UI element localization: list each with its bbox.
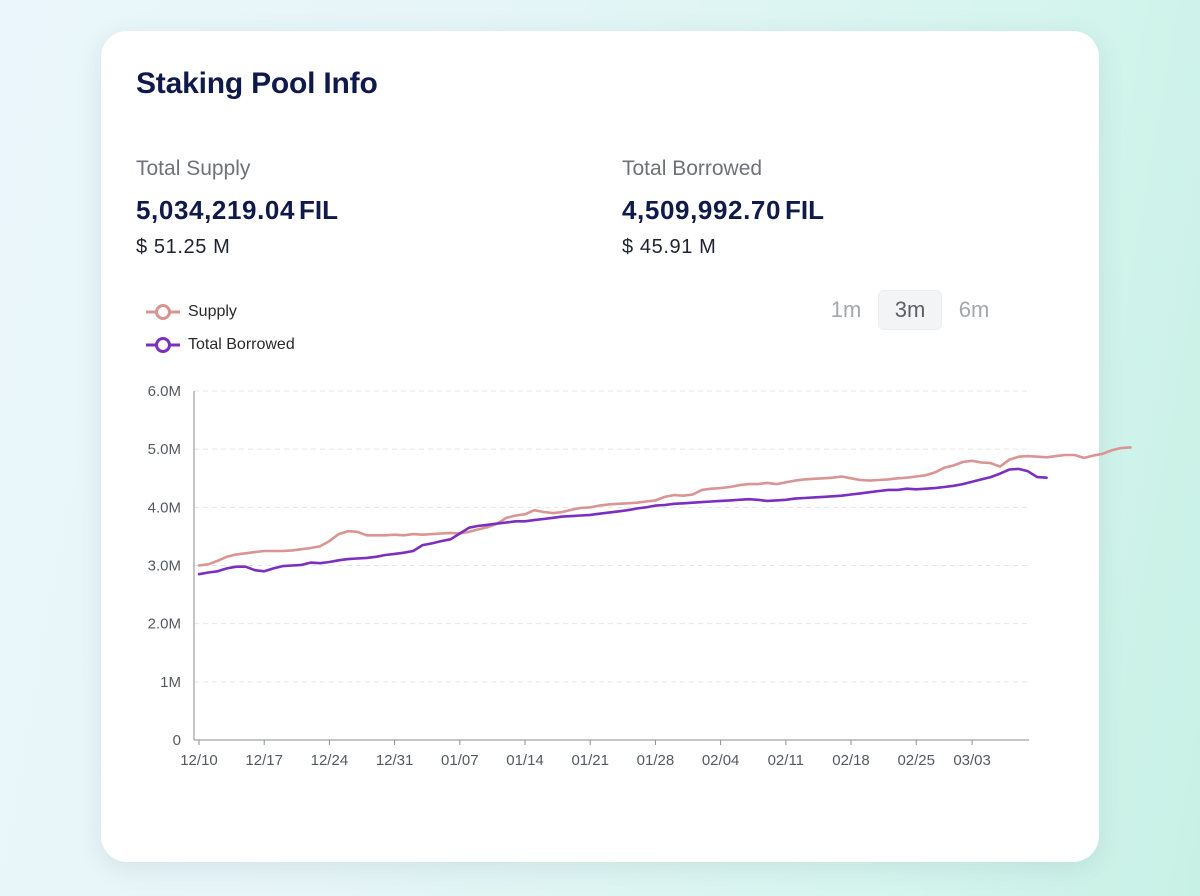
supply-series-line <box>197 446 1132 567</box>
total-supply-usd: $ 51.25 M <box>136 236 231 258</box>
x-tick-label: 01/14 <box>506 752 544 769</box>
x-tick-label: 02/25 <box>897 752 935 769</box>
legend-label-total-borrowed: Total Borrowed <box>188 335 295 353</box>
total-borrowed-usd: $ 45.91 M <box>622 236 717 258</box>
total-borrowed-series-line <box>197 467 1048 576</box>
x-tick-label: 02/11 <box>768 752 804 769</box>
chart-legend: Supply Total Borrowed <box>146 295 295 361</box>
x-tick-label: 01/28 <box>637 752 675 769</box>
supply-legend-marker-icon <box>146 303 180 320</box>
x-tick-label: 12/24 <box>311 752 349 769</box>
y-tick-label: 4.0M <box>148 499 181 516</box>
total-borrowed-amount: 4,509,992.70 <box>622 195 782 225</box>
x-tick-label: 02/18 <box>832 752 870 769</box>
card-title: Staking Pool Info <box>136 67 378 100</box>
total-supply-stat: Total Supply 5,034,219.04 FIL $ 51.25 M <box>136 157 338 259</box>
total-borrowed-value: 4,509,992.70 FIL <box>622 195 824 225</box>
range-tab-1m[interactable]: 1m <box>830 297 862 322</box>
y-tick-label: 2.0M <box>148 616 181 633</box>
total-borrowed-label: Total Borrowed <box>622 157 763 180</box>
total-borrowed-stat: Total Borrowed 4,509,992.70 FIL $ 45.91 M <box>622 157 824 259</box>
legend-item-supply[interactable]: Supply <box>146 295 295 328</box>
x-tick-label: 01/07 <box>441 752 479 769</box>
staking-pool-card: Staking Pool Info Total Supply 5,034,219… <box>101 31 1132 862</box>
total-supply-amount: 5,034,219.04 <box>136 195 296 225</box>
x-tick-label: 12/10 <box>180 752 218 769</box>
y-tick-label: 3.0M <box>148 558 181 575</box>
y-tick-label: 0 <box>173 732 181 749</box>
x-tick-label: 02/04 <box>702 752 740 769</box>
total-supply-label: Total Supply <box>136 157 251 180</box>
y-tick-label: 1M <box>160 674 181 691</box>
range-tab-6m[interactable]: 6m <box>958 297 990 322</box>
time-range-tabs: 1m 3m 6m <box>814 290 1006 330</box>
x-tick-label: 03/03 <box>953 752 991 769</box>
x-tick-label: 12/31 <box>376 752 414 769</box>
borrowed-legend-marker-icon <box>146 336 180 353</box>
y-tick-label: 6.0M <box>148 383 181 400</box>
line-chart: 0 1M 2.0M 3.0M 4.0M 5.0M 6.0M 12/10 12/17 12/24 12… <box>148 383 1132 769</box>
total-supply-unit: FIL <box>299 195 339 225</box>
legend-label-supply: Supply <box>188 302 237 320</box>
y-tick-label: 5.0M <box>148 441 181 458</box>
range-tab-3m[interactable]: 3m <box>878 290 942 330</box>
total-borrowed-unit: FIL <box>785 195 825 225</box>
x-tick-label: 01/21 <box>571 752 609 769</box>
x-tick-label: 12/17 <box>245 752 283 769</box>
legend-item-total-borrowed[interactable]: Total Borrowed <box>146 328 295 361</box>
total-supply-value: 5,034,219.04 FIL <box>136 195 338 225</box>
